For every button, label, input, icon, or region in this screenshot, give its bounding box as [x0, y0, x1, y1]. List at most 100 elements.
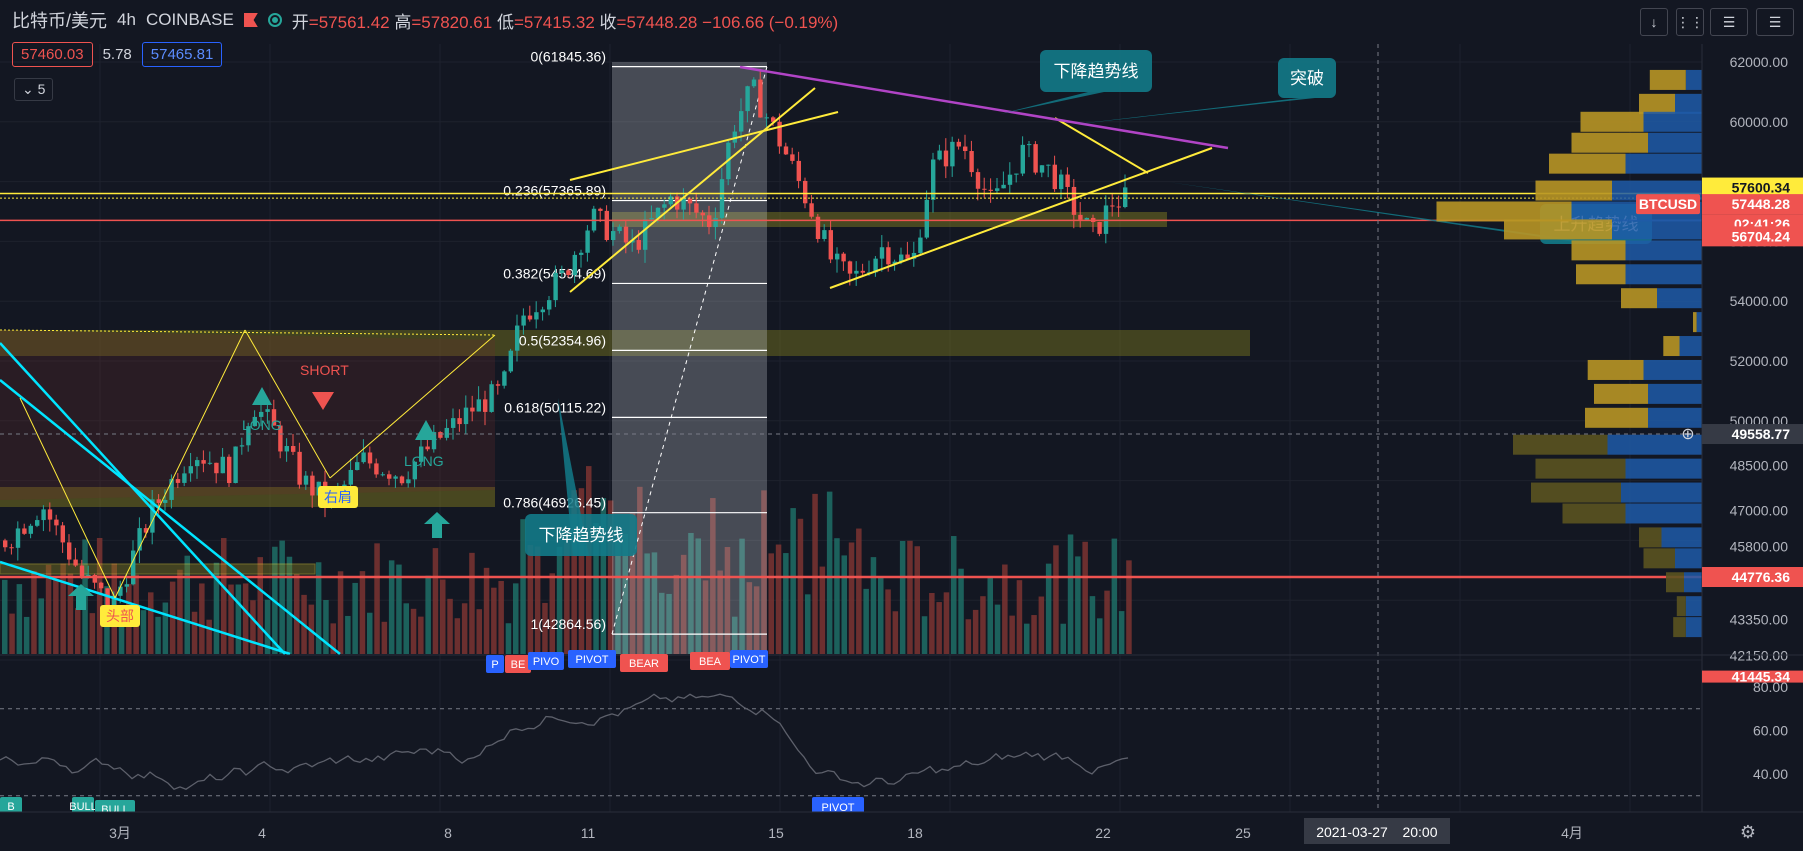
rsi-badge-bg [486, 655, 504, 673]
candle-body [201, 460, 206, 464]
label-short: SHORT [300, 362, 349, 378]
volume-bar [1038, 596, 1045, 654]
time-tick: 22 [1095, 825, 1111, 841]
candle-body [636, 240, 641, 250]
flag-icon[interactable] [243, 13, 258, 27]
volume-bar [586, 466, 592, 654]
volume-bar [286, 556, 293, 654]
candle-body [1007, 174, 1013, 185]
volume-bar [878, 576, 884, 654]
fib-label: 0.786(46926.45) [503, 495, 606, 511]
vp-bar-up [1587, 359, 1644, 380]
annotation-breakout: 突破 [1290, 69, 1324, 88]
candle-body [899, 254, 904, 262]
rsi-pivot-bg [812, 797, 864, 815]
volume-bar [257, 557, 263, 654]
ohlc: 开=57561.42 高=57820.61 低=57415.32 收=57448… [291, 12, 839, 32]
drag-handle-icon[interactable]: ⋮⋮ [1676, 8, 1704, 36]
candle-body [745, 86, 750, 112]
candle-body [182, 473, 187, 483]
up-arrow-icon-2 [68, 584, 94, 610]
price-tick: 42150.00 [1730, 648, 1789, 664]
volume-bar [549, 573, 555, 654]
download-icon[interactable]: ↓ [1640, 8, 1668, 36]
price-tick: 62000.00 [1730, 54, 1789, 70]
bid-price[interactable]: 57460.03 [12, 42, 93, 67]
volume-bar [892, 611, 899, 654]
candle-body [892, 261, 897, 265]
short-arrow-icon [312, 392, 334, 410]
candle-body [35, 520, 40, 526]
rsi-badge-bg [690, 652, 730, 670]
volume-bar [38, 598, 44, 654]
candle-body [1052, 164, 1057, 190]
volume-bar [491, 587, 497, 654]
settings-sliders-icon[interactable]: ☰ [1710, 8, 1748, 36]
vp-bar-up [1639, 93, 1675, 114]
annotation-falling-trend-2: 下降趋势线 [539, 526, 624, 545]
candle-body [700, 212, 705, 216]
settings-sliders-icon-2[interactable]: ☰ [1756, 8, 1794, 36]
candle-body [60, 525, 65, 543]
vp-bar-down [1657, 288, 1702, 309]
volume-bar [593, 522, 599, 654]
label-long-1: LONG [242, 417, 282, 433]
candle-body [809, 203, 814, 217]
ask-price[interactable]: 57465.81 [141, 42, 223, 67]
vp-bar-down [1625, 264, 1702, 285]
symbol-tag-bg [1636, 194, 1700, 215]
volume-bar [629, 513, 636, 654]
vp-bar-down [1648, 407, 1702, 428]
volume-bar [425, 575, 431, 654]
trend-line [569, 87, 816, 293]
candle-body [131, 550, 136, 585]
symbol-name[interactable]: 比特币/美元 [12, 11, 108, 31]
fib-diagonal [611, 66, 768, 635]
candle-body [169, 479, 174, 500]
candle-body [1065, 174, 1070, 187]
candle-body [873, 258, 878, 273]
rsi-tick: 40.00 [1753, 766, 1788, 782]
candle-body [534, 312, 539, 320]
candle-body [508, 350, 513, 372]
interval[interactable]: 4h [117, 10, 136, 29]
right-shoulder-badge [318, 486, 358, 508]
candle-body [348, 469, 353, 485]
volume-bar [834, 538, 840, 654]
candle-body [828, 230, 833, 260]
rsi-badge: BEAR [629, 658, 659, 670]
candle-body [150, 499, 155, 533]
zone-head [0, 563, 316, 575]
vp-bar-down [1684, 572, 1702, 593]
indicators-toggle[interactable]: ⌄ 5 [14, 78, 54, 101]
volume-bar [483, 567, 490, 654]
market-status-icon [267, 13, 282, 27]
candle-body [355, 462, 360, 470]
rsi-badge-bg [528, 652, 564, 670]
vp-bar-up [1580, 111, 1644, 132]
candle-body [239, 445, 245, 447]
candle-body [265, 409, 270, 412]
indicator-count: 5 [37, 81, 46, 97]
candle-body [521, 315, 526, 326]
fib-label: 0.236(57365.89) [503, 183, 606, 199]
volume-bar [1104, 590, 1110, 654]
vp-bar-up [1594, 383, 1648, 404]
vp-bar-down [1648, 132, 1702, 153]
candle-body [195, 460, 200, 467]
candle-body [457, 418, 462, 425]
candle-body [515, 325, 520, 351]
volume-bar [753, 586, 760, 654]
candle-body [649, 217, 654, 220]
vp-bar-down [1675, 548, 1702, 569]
candle-body [1097, 222, 1102, 234]
candle-body [105, 588, 110, 608]
volume-bar [31, 570, 37, 654]
candle-body [643, 219, 648, 250]
trend-line [0, 379, 341, 655]
label-long-2: LONG [404, 453, 444, 469]
label-head: 头部 [106, 608, 134, 624]
volume-bar [870, 557, 877, 654]
candle-body [9, 547, 14, 549]
